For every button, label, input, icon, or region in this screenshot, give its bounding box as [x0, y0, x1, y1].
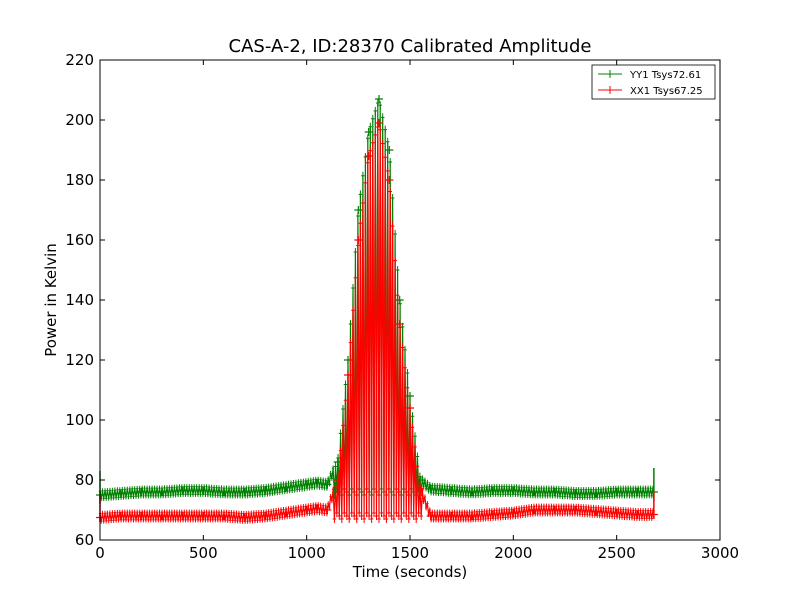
data-point — [612, 488, 621, 496]
chart-title: CAS-A-2, ID:28370 Calibrated Amplitude — [229, 36, 592, 57]
y-tick-label: 200 — [65, 111, 94, 129]
y-tick-label: 80 — [75, 471, 94, 489]
data-point — [426, 485, 435, 493]
data-point — [354, 206, 363, 214]
data-point — [282, 483, 290, 492]
x-tick-label: 1000 — [288, 544, 326, 562]
data-point — [178, 486, 187, 495]
x-tick-label: 0 — [95, 544, 105, 562]
data-point — [385, 146, 394, 154]
y-tick-label: 60 — [75, 531, 94, 549]
data-point — [220, 512, 228, 520]
data-point — [323, 480, 332, 489]
legend-marker-yy1 — [606, 70, 614, 78]
data-point — [550, 506, 559, 514]
y-tick-label: 140 — [65, 291, 94, 309]
data-point — [302, 480, 311, 489]
x-axis-title: Time (seconds) — [352, 563, 468, 581]
data-point — [178, 512, 187, 520]
legend-label-xx1: XX1 Tsys67.25 — [630, 86, 703, 97]
data-point — [468, 488, 476, 496]
data-point — [509, 486, 518, 495]
x-tick-label: 2000 — [494, 544, 532, 562]
y-tick-label: 220 — [65, 51, 94, 69]
y-tick-label: 160 — [65, 231, 94, 249]
data-point — [116, 512, 125, 520]
x-tick-label: 3000 — [701, 544, 739, 562]
data-point — [158, 488, 166, 496]
data-point — [137, 488, 146, 496]
data-point — [633, 488, 642, 496]
legend-marker-xx1 — [606, 86, 614, 94]
data-point — [416, 485, 425, 493]
y-tick-label: 180 — [65, 171, 94, 189]
data-point — [333, 476, 342, 484]
data-point — [406, 404, 414, 412]
legend-label-yy1: YY1 Tsys72.61 — [629, 70, 701, 81]
data-point — [426, 512, 435, 520]
data-point — [375, 95, 383, 103]
data-point — [530, 506, 538, 514]
data-point — [488, 510, 497, 519]
series-layer — [96, 95, 658, 524]
x-tick-label: 1500 — [391, 544, 429, 562]
data-point — [364, 128, 373, 136]
data-point — [447, 486, 456, 495]
data-point — [137, 512, 146, 520]
data-point — [116, 489, 125, 498]
data-point — [344, 371, 352, 379]
data-point — [571, 489, 580, 498]
data-point — [302, 506, 311, 514]
data-point — [220, 488, 228, 496]
data-point — [313, 504, 321, 513]
data-point — [364, 152, 373, 160]
data-point — [261, 512, 270, 520]
data-point — [199, 486, 208, 495]
data-point — [592, 489, 600, 498]
data-point — [313, 479, 321, 487]
x-tick-label: 2500 — [598, 544, 636, 562]
data-point — [395, 320, 404, 328]
series-1 — [96, 119, 658, 524]
data-point — [633, 510, 642, 519]
data-point — [550, 488, 559, 496]
y-tick-label: 100 — [65, 411, 94, 429]
y-axis-title: Power in Kelvin — [42, 243, 60, 357]
data-point — [240, 488, 249, 496]
data-point — [530, 488, 538, 496]
data-point — [571, 506, 580, 514]
data-point — [592, 507, 600, 516]
legend-box — [591, 64, 716, 100]
data-point — [447, 512, 456, 520]
data-point — [199, 512, 208, 520]
data-point — [261, 486, 270, 495]
data-point — [468, 512, 476, 520]
data-point — [354, 236, 363, 244]
data-point — [282, 509, 290, 517]
legend: YY1 Tsys72.61 XX1 Tsys67.25 — [591, 64, 716, 100]
data-point — [488, 486, 497, 495]
data-point — [240, 513, 249, 522]
data-point — [375, 119, 383, 127]
tick-layer: 0 500 1000 1500 2000 2500 3000 60 80 100 120 140 160… — [65, 51, 739, 562]
data-point — [323, 506, 332, 514]
y-tick-label: 120 — [65, 351, 94, 369]
data-point — [612, 509, 621, 517]
data-point — [385, 176, 394, 184]
data-point — [509, 509, 518, 517]
data-point — [158, 512, 166, 520]
x-tick-label: 500 — [189, 544, 218, 562]
